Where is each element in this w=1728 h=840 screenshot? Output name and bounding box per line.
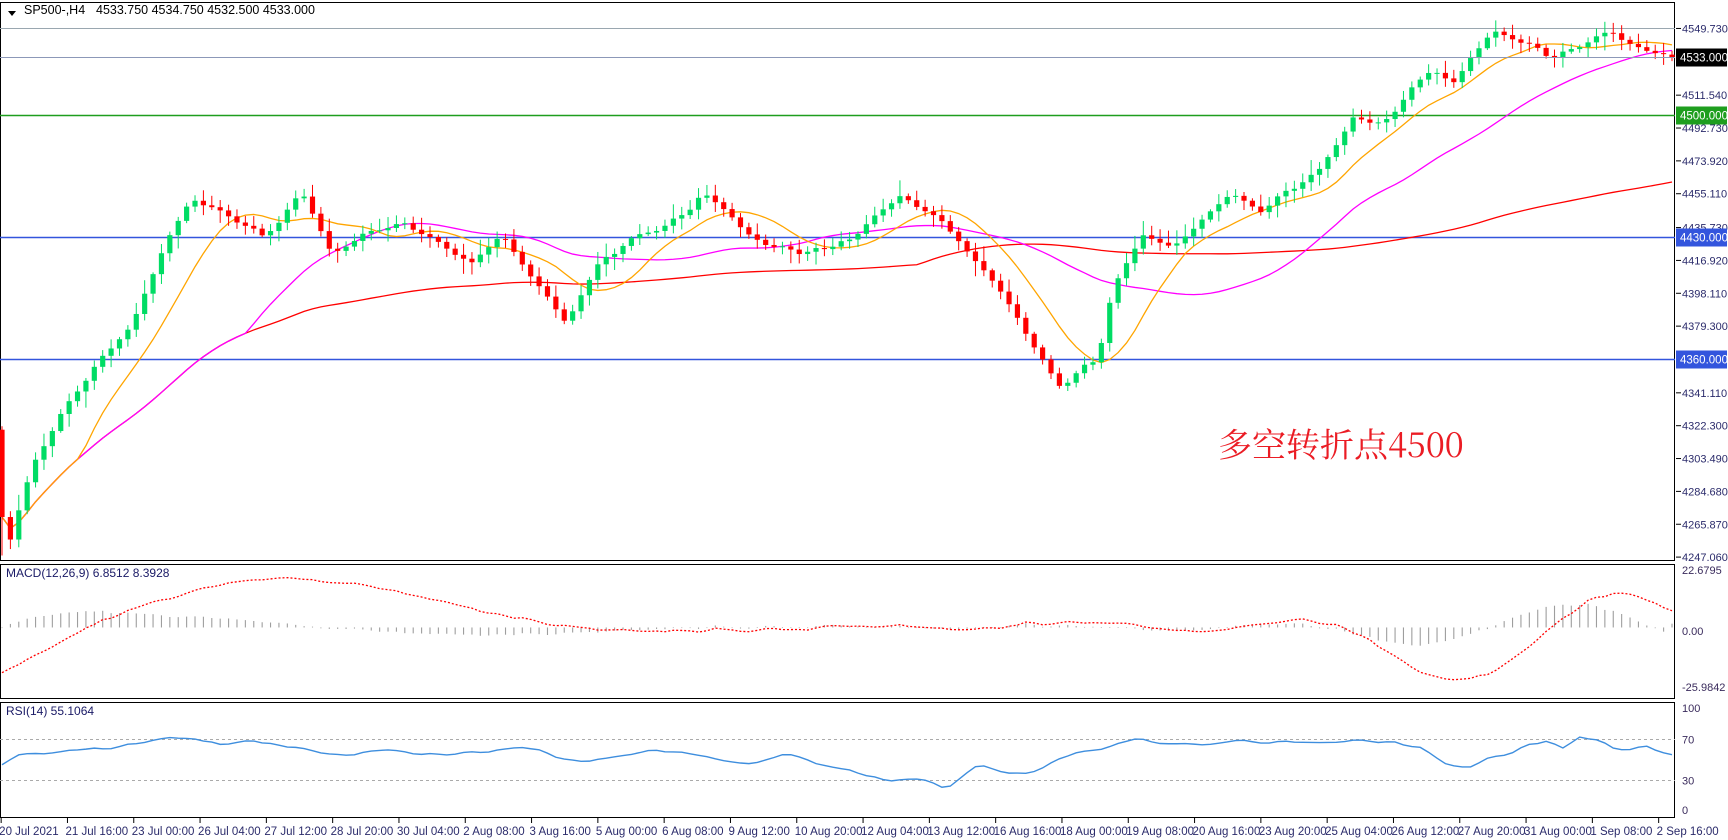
svg-text:16 Aug 16:00: 16 Aug 16:00 bbox=[994, 826, 1062, 838]
svg-text:4416.920: 4416.920 bbox=[1682, 255, 1728, 267]
svg-text:2 Sep 16:00: 2 Sep 16:00 bbox=[1657, 826, 1719, 838]
svg-text:0: 0 bbox=[1682, 805, 1688, 817]
svg-text:20 Aug 16:00: 20 Aug 16:00 bbox=[1193, 826, 1261, 838]
svg-text:21 Jul 16:00: 21 Jul 16:00 bbox=[65, 826, 128, 838]
svg-text:2 Aug 08:00: 2 Aug 08:00 bbox=[463, 826, 524, 838]
svg-text:25 Aug 04:00: 25 Aug 04:00 bbox=[1325, 826, 1393, 838]
svg-text:9 Aug 12:00: 9 Aug 12:00 bbox=[728, 826, 789, 838]
svg-text:1 Sep 08:00: 1 Sep 08:00 bbox=[1590, 826, 1652, 838]
svg-text:0.00: 0.00 bbox=[1682, 626, 1703, 638]
svg-text:18 Aug 00:00: 18 Aug 00:00 bbox=[1060, 826, 1128, 838]
svg-text:5 Aug 00:00: 5 Aug 00:00 bbox=[596, 826, 657, 838]
svg-text:31 Aug 00:00: 31 Aug 00:00 bbox=[1524, 826, 1592, 838]
svg-text:13 Aug 12:00: 13 Aug 12:00 bbox=[927, 826, 995, 838]
svg-text:4473.920: 4473.920 bbox=[1682, 156, 1728, 168]
svg-text:4533.000: 4533.000 bbox=[1680, 53, 1728, 65]
svg-text:23 Aug 20:00: 23 Aug 20:00 bbox=[1259, 826, 1327, 838]
svg-text:4398.110: 4398.110 bbox=[1682, 288, 1727, 300]
svg-text:RSI(14) 55.1064: RSI(14) 55.1064 bbox=[6, 704, 94, 718]
svg-text:70: 70 bbox=[1682, 735, 1694, 747]
svg-text:4303.490: 4303.490 bbox=[1682, 454, 1728, 466]
svg-text:12 Aug 04:00: 12 Aug 04:00 bbox=[861, 826, 929, 838]
svg-text:-25.9842: -25.9842 bbox=[1682, 682, 1725, 694]
svg-text:28 Jul 20:00: 28 Jul 20:00 bbox=[331, 826, 394, 838]
svg-text:4322.300: 4322.300 bbox=[1682, 421, 1728, 433]
svg-text:100: 100 bbox=[1682, 703, 1700, 715]
svg-text:4341.110: 4341.110 bbox=[1682, 388, 1727, 400]
svg-text:6 Aug 08:00: 6 Aug 08:00 bbox=[662, 826, 723, 838]
svg-text:4265.870: 4265.870 bbox=[1682, 519, 1728, 531]
svg-text:MACD(12,26,9) 6.8512 8.3928: MACD(12,26,9) 6.8512 8.3928 bbox=[6, 566, 170, 580]
svg-text:4492.730: 4492.730 bbox=[1682, 123, 1728, 135]
svg-text:27 Jul 12:00: 27 Jul 12:00 bbox=[264, 826, 327, 838]
svg-text:4247.060: 4247.060 bbox=[1682, 552, 1728, 564]
svg-text:4455.110: 4455.110 bbox=[1682, 189, 1727, 201]
svg-text:19 Aug 08:00: 19 Aug 08:00 bbox=[1126, 826, 1194, 838]
svg-text:SP500-,H4: SP500-,H4 bbox=[24, 3, 85, 17]
svg-text:10 Aug 20:00: 10 Aug 20:00 bbox=[795, 826, 863, 838]
svg-text:22.6795: 22.6795 bbox=[1682, 565, 1722, 577]
svg-text:20 Jul 2021: 20 Jul 2021 bbox=[0, 826, 59, 838]
svg-text:4533.750 4534.750 4532.500 453: 4533.750 4534.750 4532.500 4533.000 bbox=[96, 3, 315, 17]
svg-text:26 Aug 12:00: 26 Aug 12:00 bbox=[1391, 826, 1459, 838]
svg-text:4549.730: 4549.730 bbox=[1682, 23, 1728, 35]
svg-text:27 Aug 20:00: 27 Aug 20:00 bbox=[1458, 826, 1526, 838]
svg-text:4511.540: 4511.540 bbox=[1682, 90, 1727, 102]
svg-text:4430.000: 4430.000 bbox=[1680, 233, 1728, 245]
svg-text:4284.680: 4284.680 bbox=[1682, 486, 1728, 498]
svg-text:4500.000: 4500.000 bbox=[1680, 111, 1728, 123]
svg-text:3 Aug 16:00: 3 Aug 16:00 bbox=[530, 826, 591, 838]
svg-text:23 Jul 00:00: 23 Jul 00:00 bbox=[132, 826, 195, 838]
svg-text:30 Jul 04:00: 30 Jul 04:00 bbox=[397, 826, 460, 838]
svg-text:30: 30 bbox=[1682, 776, 1694, 788]
svg-text:4379.300: 4379.300 bbox=[1682, 321, 1728, 333]
svg-text:多空转折点4500: 多空转折点4500 bbox=[1218, 418, 1464, 467]
svg-text:4360.000: 4360.000 bbox=[1680, 355, 1728, 367]
svg-text:26 Jul 04:00: 26 Jul 04:00 bbox=[198, 826, 261, 838]
